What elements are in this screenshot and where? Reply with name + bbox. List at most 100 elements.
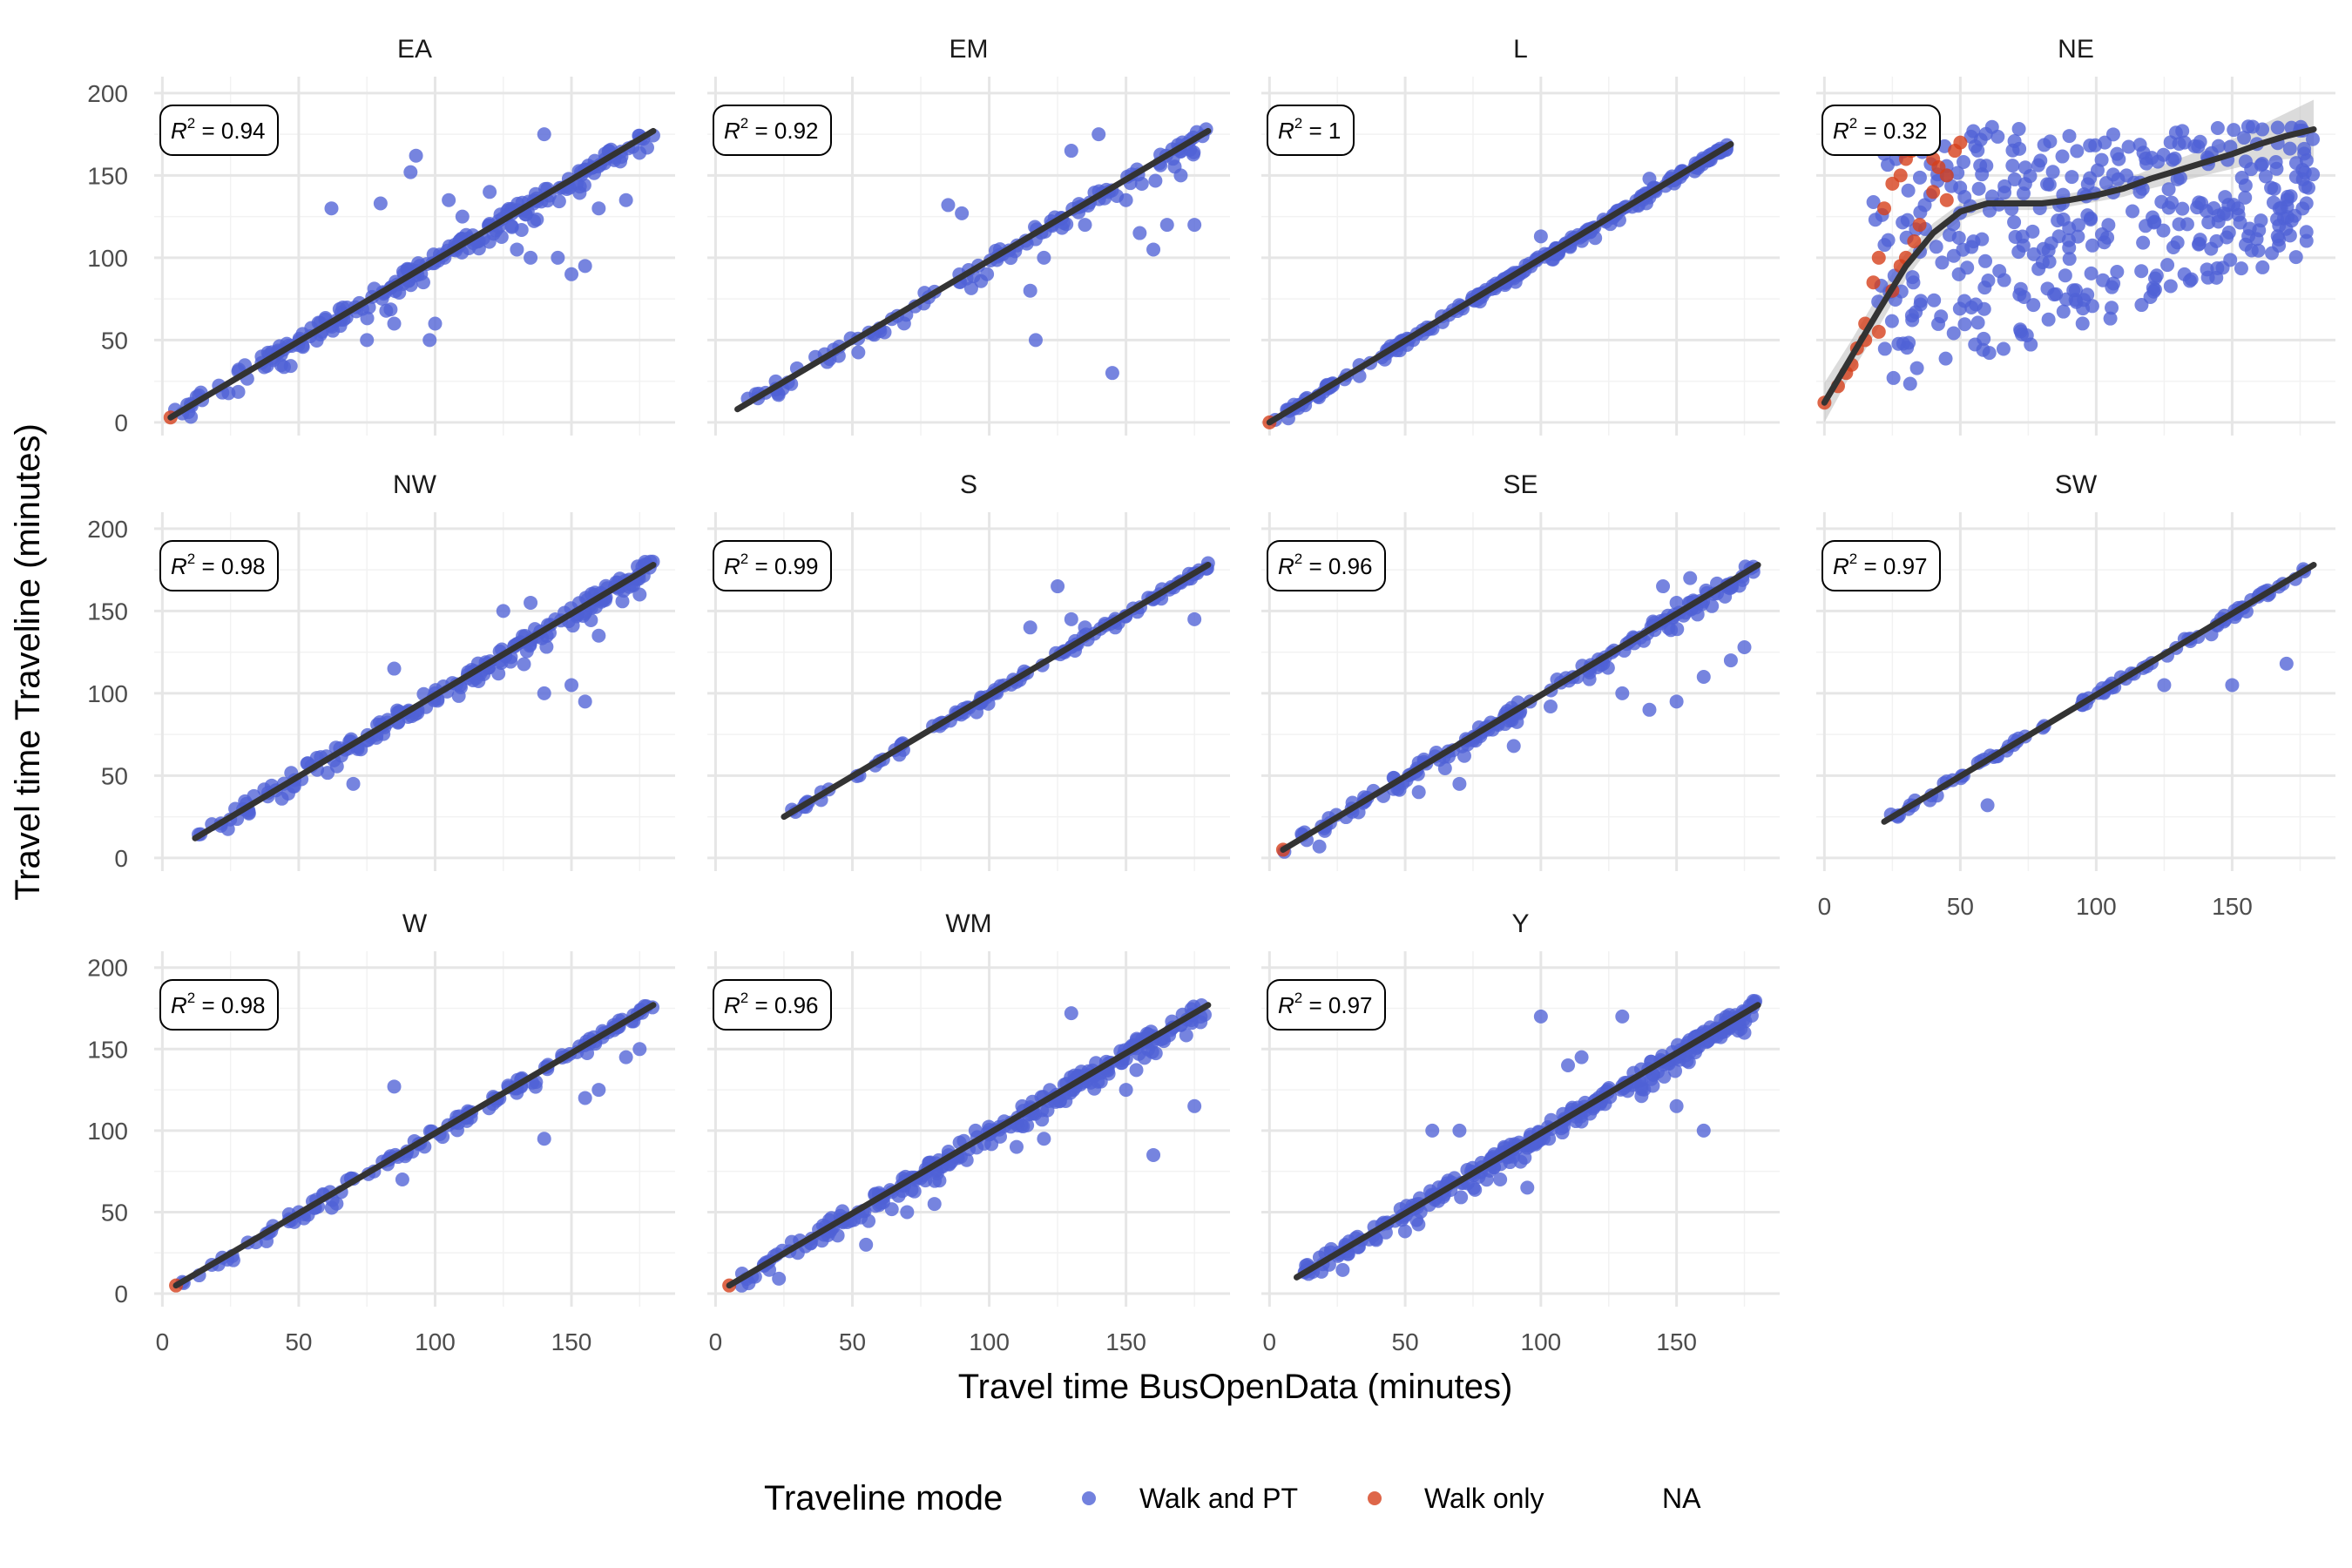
data-point (1946, 326, 1961, 341)
data-point (537, 686, 551, 700)
data-point (2012, 287, 2027, 302)
data-point (2047, 287, 2062, 302)
data-point (2193, 233, 2207, 247)
data-point (2065, 170, 2079, 185)
data-point (1023, 283, 1037, 298)
y-tick-label: 50 (101, 327, 128, 354)
data-point (422, 333, 437, 348)
r2-label: R2 = 0.99 (713, 540, 832, 591)
data-point (2075, 316, 2090, 331)
data-point-walk-only (1953, 135, 1968, 150)
data-point (2238, 190, 2253, 205)
data-point (980, 267, 995, 281)
data-point (1705, 598, 1720, 613)
data-point (591, 1083, 606, 1098)
r2-label-box (713, 540, 832, 591)
data-point (2201, 215, 2216, 230)
grid-ea (154, 77, 675, 436)
data-point (900, 1205, 915, 1220)
data-point (2279, 221, 2294, 236)
data-point (360, 311, 375, 326)
data-point (632, 1042, 647, 1057)
x-tick-label: 100 (969, 1328, 1010, 1355)
data-point (2100, 230, 2115, 245)
data-point (2101, 218, 2116, 233)
data-point (1960, 260, 1975, 275)
fit-line (1881, 561, 2317, 825)
y-tick-label: 100 (87, 1118, 128, 1145)
data-point-walk-only (1939, 168, 1954, 183)
data-point (1506, 739, 1521, 754)
r2-label: R2 = 0.32 (1821, 105, 1941, 156)
r2-label-box (1267, 979, 1386, 1031)
facet-se: SE R2 = 0.96 (1261, 470, 1780, 871)
data-point (1574, 1114, 1589, 1129)
data-point (2036, 241, 2051, 256)
data-point (1064, 612, 1078, 626)
data-point (2170, 172, 2185, 186)
data-point (1909, 361, 1924, 375)
data-point (615, 594, 630, 609)
data-point (2024, 337, 2038, 352)
data-point (455, 209, 470, 224)
legend-title: Traveline mode (764, 1479, 1003, 1517)
data-point (2160, 258, 2175, 273)
data-point (2007, 172, 2022, 186)
data-point (1437, 760, 1452, 775)
data-point (1957, 317, 1972, 332)
data-point (2239, 237, 2254, 252)
data-point (2062, 220, 2077, 235)
x-tick-label: 100 (2076, 893, 2117, 920)
facet-title-ea: EA (397, 35, 432, 64)
data-point (1896, 215, 1910, 230)
data-point (373, 196, 388, 211)
r2-label-box (1267, 540, 1386, 591)
data-point (591, 628, 606, 643)
data-point (2209, 233, 2224, 248)
data-point (220, 821, 235, 836)
data-point (1656, 579, 1671, 594)
r2-label-text: R2 = 1 (1278, 115, 1341, 144)
r2-label-box (1267, 105, 1355, 156)
data-point (1868, 213, 1882, 227)
data-point (564, 678, 579, 693)
data-point (618, 1050, 633, 1064)
data-point (1931, 316, 1946, 331)
data-point (1978, 126, 1993, 141)
x-tick-label: 50 (1947, 893, 1974, 920)
data-point (387, 316, 402, 331)
data-point (2163, 279, 2178, 294)
data-point (2040, 177, 2055, 192)
facet-w: W 0 50 100 150 200 0 50 100 150 R2 = 0.98 (87, 909, 675, 1355)
data-point (1935, 255, 1950, 270)
data-point (2096, 273, 2111, 287)
facet-ea: EA 0 50 100 150 200 R2 = 0.94 (87, 35, 675, 436)
data-point (360, 333, 375, 348)
data-point (2033, 153, 2048, 168)
data-point (1737, 1025, 1752, 1040)
x-tick-label: 50 (1392, 1328, 1419, 1355)
data-point (2167, 151, 2182, 166)
data-point (1669, 1098, 1684, 1113)
y-tick-label: 200 (87, 516, 128, 543)
data-point (1588, 231, 1603, 246)
data-point (1146, 1147, 1161, 1162)
legend-key-walk-only (1368, 1491, 1382, 1505)
x-tick-label: 50 (285, 1328, 312, 1355)
data-point (346, 776, 361, 791)
data-point (537, 127, 551, 142)
x-axis-title: Travel time BusOpenData (minutes) (958, 1368, 1513, 1406)
data-point (1051, 579, 1065, 594)
data-point (1543, 700, 1558, 714)
legend: Traveline mode Walk and PT Walk only NA (764, 1479, 1701, 1517)
r2-label: R2 = 0.94 (159, 105, 279, 156)
data-point (2161, 182, 2176, 197)
data-point (2231, 201, 2246, 216)
data-point (1634, 1089, 1649, 1104)
facet-title-se: SE (1503, 470, 1538, 499)
data-point (2042, 254, 2057, 269)
data-point (1454, 1190, 1469, 1205)
facet-y: Y 0 50 100 150 R2 = 0.97 (1261, 909, 1780, 1355)
data-point (1533, 229, 1548, 244)
data-point (1906, 275, 1921, 290)
